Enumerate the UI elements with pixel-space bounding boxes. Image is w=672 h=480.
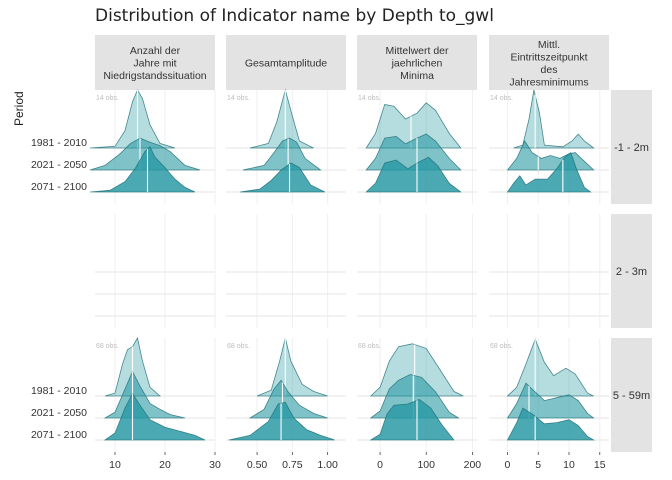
period-tick-label: 2021 - 2050: [31, 407, 87, 419]
panel: 14 obs.: [357, 90, 477, 204]
x-tick-label: 0: [377, 459, 383, 471]
column-strip: [226, 35, 346, 90]
density-ridge-1: [249, 88, 314, 149]
column-strip-label: Eintrittszeitpunkt: [510, 51, 587, 63]
column-strip: [489, 35, 609, 90]
density-ridge-3: [506, 407, 596, 441]
row-strip: [611, 214, 652, 328]
x-tick-label: 0.75: [282, 459, 303, 471]
column-strip-label: Jahresminimums: [509, 76, 588, 88]
x-tick-label: 1.00: [317, 459, 338, 471]
column-strip: [357, 35, 477, 90]
column-strip-label: jaehrlichen: [391, 58, 443, 70]
density-ridge-1: [89, 89, 176, 149]
obs-count-label: 68 obs.: [358, 343, 381, 350]
row-strip-label: 5 - 59m: [613, 390, 650, 402]
density-ridge-3: [506, 151, 592, 193]
x-tick-label: 0: [505, 459, 511, 471]
obs-count-label: 68 obs.: [227, 343, 250, 350]
row-strip: [611, 90, 652, 204]
obs-count-label: 14 obs.: [96, 95, 119, 102]
density-ridge-3: [89, 146, 196, 193]
density-ridge-2: [248, 379, 328, 419]
density-ridge-3: [369, 398, 455, 441]
density-ridge-1: [513, 89, 595, 149]
panel: 68 obs.: [357, 338, 477, 452]
obs-count-label: 14 obs.: [358, 95, 381, 102]
density-ridge-1: [369, 343, 464, 397]
density-ridge-2: [103, 370, 186, 419]
density-ridge-3: [103, 392, 206, 441]
x-tick-label: 10: [563, 459, 575, 471]
panel: 68 obs.: [226, 337, 346, 452]
column-strip-label: Minima: [400, 70, 434, 82]
column-strip-label: Gesamtamplitude: [245, 58, 327, 70]
obs-count-label: 68 obs.: [490, 343, 513, 350]
panel: [95, 214, 216, 328]
density-ridge-3: [228, 401, 335, 441]
period-tick-label: 2071 - 2100: [31, 181, 87, 193]
x-tick-label: 5: [535, 459, 541, 471]
obs-count-label: 14 obs.: [227, 95, 250, 102]
density-ridge-1: [365, 102, 462, 149]
panel: 14 obs.: [89, 89, 216, 204]
x-tick-label: 20: [159, 459, 171, 471]
row-strip-label: 2 - 3m: [616, 266, 647, 278]
panel: [226, 214, 346, 328]
density-ridge-3: [365, 156, 462, 193]
column-strip-label: Niedrigstandssituation: [103, 70, 206, 82]
density-ridge-1: [506, 338, 594, 397]
period-tick-label: 1981 - 2010: [31, 385, 87, 397]
x-tick-label: 30: [209, 459, 221, 471]
period-tick-label: 2071 - 2100: [31, 429, 87, 441]
x-tick-label: 10: [109, 459, 121, 471]
panel: 68 obs.: [95, 336, 216, 452]
column-strip-label: Mittelwert der: [385, 45, 449, 57]
chart-title: Distribution of Indicator name by Depth …: [95, 6, 494, 26]
obs-count-label: 14 obs.: [490, 95, 513, 102]
density-ridge-3: [240, 162, 325, 193]
column-strip-label: des: [541, 64, 558, 76]
row-strip: [611, 338, 652, 452]
panel: [489, 214, 609, 328]
x-tick-label: 15: [594, 459, 606, 471]
panel: 14 obs.: [226, 88, 346, 204]
panel: 68 obs.: [489, 338, 609, 452]
x-tick-label: 200: [464, 459, 482, 471]
column-strip-label: Jahre mit: [133, 58, 176, 70]
period-tick-label: 2021 - 2050: [31, 159, 87, 171]
density-ridge-2: [242, 137, 322, 171]
period-tick-label: 1981 - 2010: [31, 137, 87, 149]
density-ridge-1: [256, 337, 328, 397]
column-strip-label: Mittl.: [538, 39, 560, 51]
panel: 14 obs.: [489, 89, 609, 204]
obs-count-label: 68 obs.: [96, 343, 119, 350]
column-strip: [95, 35, 215, 90]
row-strip-label: -1 - 2m: [614, 142, 649, 154]
column-strip-label: Anzahl der: [130, 45, 181, 57]
panel: [357, 214, 477, 328]
x-tick-label: 100: [417, 459, 435, 471]
x-tick-label: 0.50: [247, 459, 268, 471]
